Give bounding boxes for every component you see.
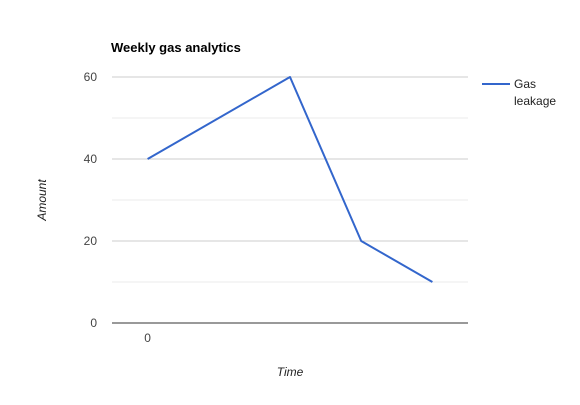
chart-title: Weekly gas analytics bbox=[111, 40, 241, 55]
x-axis-label: Time bbox=[277, 365, 304, 379]
y-tick-label: 40 bbox=[84, 152, 98, 166]
y-axis-label: Amount bbox=[35, 179, 49, 222]
legend-label-gas-leakage: Gas leakage bbox=[514, 77, 556, 108]
data-point[interactable] bbox=[355, 235, 367, 247]
data-point[interactable] bbox=[426, 276, 438, 288]
y-tick-label: 60 bbox=[84, 70, 98, 84]
data-point[interactable] bbox=[284, 71, 296, 83]
gridlines bbox=[112, 76, 468, 283]
y-axis-ticks: 0 20 40 60 bbox=[84, 70, 98, 330]
series-layer bbox=[142, 71, 438, 288]
y-tick-label: 20 bbox=[84, 234, 98, 248]
x-tick-label: 0 bbox=[144, 331, 151, 345]
x-axis-ticks: 0 bbox=[144, 331, 151, 345]
series-line-gas-leakage[interactable] bbox=[147, 76, 433, 283]
data-point[interactable] bbox=[142, 153, 154, 165]
y-tick-label: 0 bbox=[90, 316, 97, 330]
legend[interactable]: Gas leakage bbox=[482, 77, 556, 108]
